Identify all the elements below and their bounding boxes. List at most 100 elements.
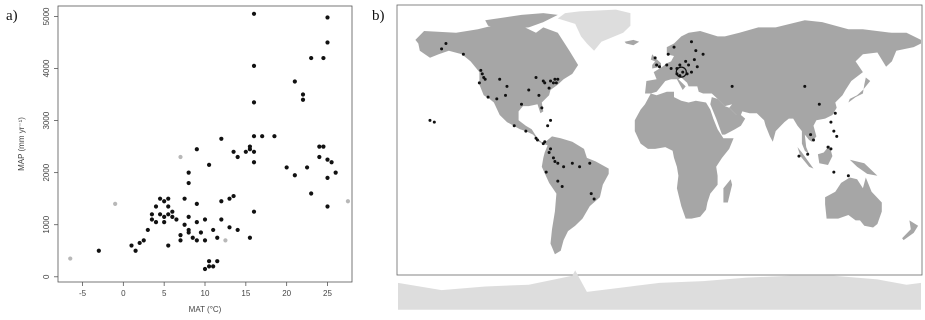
data-point [309, 191, 314, 196]
site-marker [562, 165, 566, 169]
data-point [194, 147, 199, 152]
data-point [227, 196, 232, 201]
land-africa [634, 91, 734, 219]
data-point [206, 162, 212, 167]
site-marker [829, 120, 833, 124]
data-point [219, 217, 224, 222]
site-marker [817, 102, 821, 106]
site-marker [549, 118, 553, 122]
site-marker [549, 147, 553, 151]
data-point [321, 144, 326, 149]
data-point [325, 175, 330, 180]
data-point [206, 259, 212, 264]
data-point [162, 214, 167, 220]
site-marker [684, 59, 688, 63]
data-point [235, 154, 240, 160]
data-point [211, 227, 216, 233]
land-uk [650, 54, 661, 69]
site-marker [534, 75, 538, 79]
y-tick-label: 4000 [42, 59, 51, 77]
site-marker [701, 52, 705, 56]
x-tick-label: 25 [323, 289, 332, 298]
data-point [345, 199, 351, 204]
site-marker [655, 63, 659, 67]
site-marker [486, 95, 490, 99]
data-point [260, 134, 265, 139]
land-borneo [817, 145, 833, 165]
land-north-america [415, 23, 579, 146]
land-south-america [541, 136, 609, 255]
data-point [206, 264, 212, 269]
site-marker [811, 138, 815, 142]
site-marker [540, 106, 544, 110]
site-marker [477, 81, 481, 85]
data-point [182, 196, 187, 201]
panel-a-label: a) [6, 8, 18, 24]
site-marker [479, 68, 483, 72]
data-point [178, 238, 183, 243]
site-marker [809, 133, 813, 137]
data-point [304, 165, 310, 170]
data-point [284, 165, 289, 170]
site-marker [695, 65, 699, 69]
site-marker [554, 81, 558, 85]
data-point [186, 180, 191, 186]
site-marker [512, 124, 516, 128]
data-point [194, 201, 199, 206]
site-marker [692, 58, 696, 62]
data-point [113, 201, 118, 206]
site-marker [678, 63, 682, 67]
site-marker [547, 151, 551, 155]
site-marker [535, 138, 539, 142]
land-new-guinea [849, 159, 878, 176]
site-marker [498, 77, 502, 81]
data-point [321, 55, 326, 61]
site-marker [833, 111, 837, 115]
data-point [309, 55, 314, 61]
site-marker [797, 154, 801, 158]
data-point [251, 134, 257, 139]
site-marker [578, 165, 582, 169]
site-marker [570, 161, 574, 165]
land-greenland [557, 9, 631, 51]
data-point [170, 214, 175, 220]
site-marker [553, 159, 557, 163]
site-marker [592, 197, 596, 201]
data-point [223, 238, 228, 243]
data-point [141, 238, 146, 243]
data-point [251, 160, 257, 165]
site-marker [537, 93, 541, 97]
site-marker [803, 84, 807, 88]
y-tick-label: 0 [42, 274, 51, 279]
site-marker [653, 56, 657, 60]
data-point [153, 204, 159, 209]
site-marker [504, 93, 508, 97]
site-marker [560, 184, 564, 188]
site-marker [689, 70, 693, 74]
data-point [96, 248, 101, 253]
site-marker [480, 72, 484, 76]
land-australia [825, 177, 882, 228]
site-marker [588, 161, 592, 165]
site-marker [551, 81, 555, 85]
data-point [133, 248, 138, 253]
data-point [219, 199, 224, 204]
data-point [292, 173, 297, 178]
site-marker [524, 129, 528, 133]
site-marker [444, 42, 448, 46]
y-tick-label: 5000 [42, 7, 51, 25]
site-marker [832, 129, 836, 133]
site-marker [483, 77, 487, 81]
data-point [166, 212, 171, 217]
data-point [251, 100, 257, 105]
land-arabia [710, 97, 746, 135]
site-marker [546, 124, 550, 128]
data-point [329, 160, 334, 165]
data-point [178, 154, 183, 160]
data-point [215, 259, 220, 264]
land-madagascar [723, 179, 733, 203]
x-tick-label: 20 [282, 289, 291, 298]
site-marker [669, 67, 673, 71]
site-marker [556, 179, 560, 183]
land-japan [848, 77, 871, 103]
